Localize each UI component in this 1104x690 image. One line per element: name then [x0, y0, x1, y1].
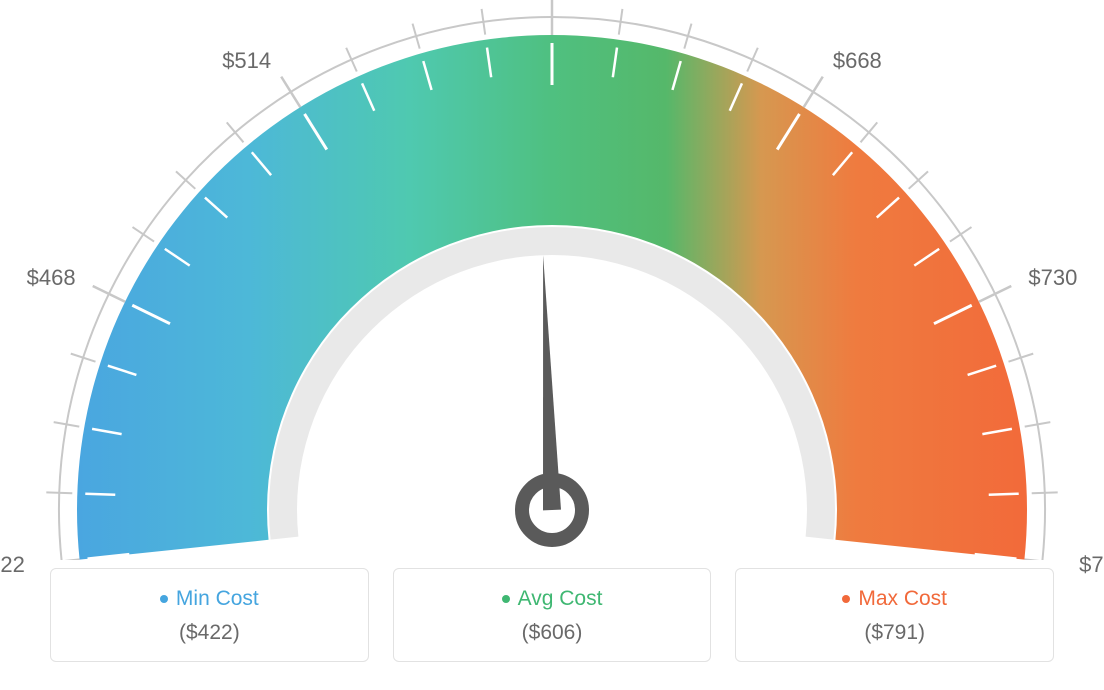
legend-title: Avg Cost	[502, 587, 603, 611]
legend-title: Max Cost	[842, 587, 947, 611]
legend-value: ($606)	[404, 621, 701, 645]
legend: Min Cost ($422) Avg Cost ($606) Max Cost ($79…	[50, 568, 1054, 662]
cost-gauge-chart: $422$468$514$606$668$730$791 Min Cost($4…	[0, 0, 1104, 690]
legend-value: ($791)	[746, 621, 1043, 645]
gauge-tick-label: $468	[27, 265, 76, 291]
gauge-area: $422$468$514$606$668$730$791	[0, 0, 1104, 560]
legend-value: ($422)	[61, 621, 358, 645]
legend-dot-icon	[160, 595, 168, 603]
legend-dot-icon	[842, 595, 850, 603]
legend-card: Avg Cost ($606)	[393, 568, 712, 662]
legend-title-text: Avg Cost	[518, 587, 603, 611]
legend-dot-icon	[502, 595, 510, 603]
gauge-svg	[0, 0, 1104, 560]
gauge-tick-label: $791	[1079, 552, 1104, 578]
gauge-tick-label: $668	[833, 48, 882, 74]
legend-title: Min Cost	[160, 587, 259, 611]
legend-title-text: Min Cost	[176, 587, 259, 611]
gauge-tick-label: $422	[0, 552, 25, 578]
gauge-tick-label: $514	[222, 48, 271, 74]
legend-card: Max Cost ($791)	[735, 568, 1054, 662]
gauge-tick-label: $730	[1028, 265, 1077, 291]
legend-card: Min Cost ($422)	[50, 568, 369, 662]
legend-title-text: Max Cost	[858, 587, 947, 611]
